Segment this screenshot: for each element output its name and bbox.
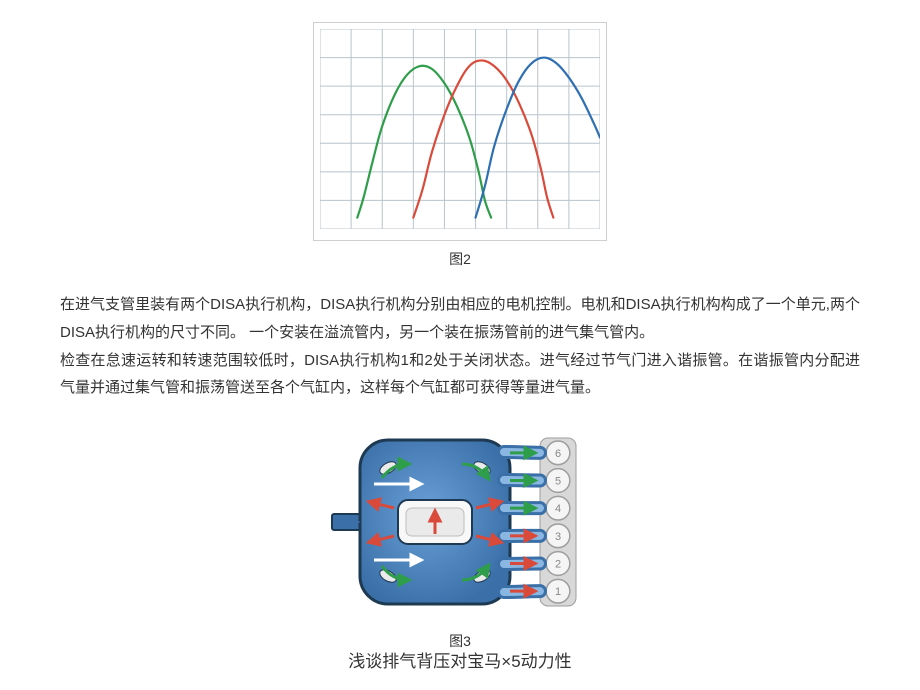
figure-2: 图2 xyxy=(60,0,860,269)
svg-text:6: 6 xyxy=(555,448,561,460)
svg-text:5: 5 xyxy=(555,476,561,488)
intake-manifold-diagram: 6 5 4 3 2 1 xyxy=(330,422,590,622)
footer-title: 浅谈排气背压对宝马×5动力性 xyxy=(60,647,860,672)
caption-fig2: 图2 xyxy=(60,249,860,269)
chart-frame xyxy=(313,22,607,241)
svg-text:3: 3 xyxy=(555,531,561,543)
svg-text:1: 1 xyxy=(555,586,561,598)
paragraph-2: 检查在怠速运转和转速范围较低时，DISA执行机构1和2处于关闭状态。进气经过节气… xyxy=(60,347,860,403)
svg-text:4: 4 xyxy=(555,503,561,515)
paragraphs: 在进气支管里装有两个DISA执行机构，DISA执行机构分别由相应的电机控制。电机… xyxy=(60,291,860,402)
line-chart xyxy=(320,29,600,229)
figure-3: 654321 图3 浅谈排气背压对宝马×5动力性 xyxy=(60,422,860,672)
paragraph-1: 在进气支管里装有两个DISA执行机构，DISA执行机构分别由相应的电机控制。电机… xyxy=(60,291,860,347)
svg-text:2: 2 xyxy=(555,559,561,571)
